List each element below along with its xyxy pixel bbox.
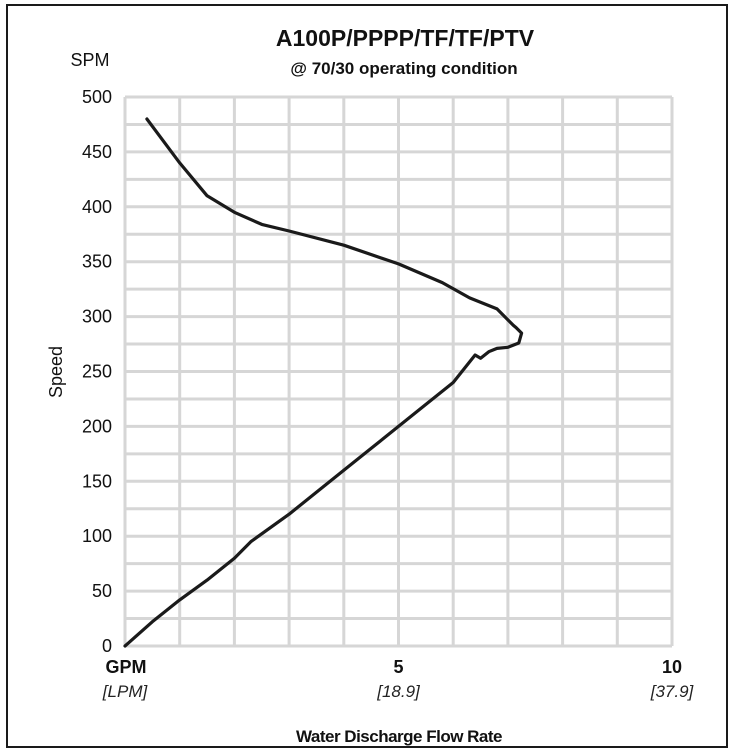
x-tick-label: 10 — [662, 657, 682, 677]
x-tick-label: 5 — [393, 657, 403, 677]
chart-title: A100P/PPPP/TF/TF/PTV — [276, 25, 535, 51]
y-tick-labels: 0 50 100 150 200 250 300 350 400 450 500 — [82, 87, 112, 656]
y-tick-label: 300 — [82, 307, 112, 327]
x-tick-sublabel: [37.9] — [650, 682, 695, 701]
y-unit-label: SPM — [70, 50, 109, 70]
series-line — [123, 117, 524, 648]
y-tick-label: 500 — [82, 87, 112, 107]
y-tick-label: 450 — [82, 142, 112, 162]
y-tick-label: 350 — [82, 252, 112, 272]
y-tick-label: 150 — [82, 471, 112, 491]
x-unit-primary: GPM — [105, 657, 146, 677]
y-tick-label: 400 — [82, 197, 112, 217]
x-tick-sublabel: [18.9] — [376, 682, 421, 701]
x-axis-label: Water Discharge Flow Rate — [296, 727, 502, 746]
y-axis-label: Speed — [46, 346, 66, 398]
series-group — [123, 117, 524, 648]
y-tick-label: 100 — [82, 526, 112, 546]
x-tick-labels: 5 [18.9] 10 [37.9] — [376, 657, 694, 701]
y-tick-label: 50 — [92, 581, 112, 601]
y-tick-label: 200 — [82, 416, 112, 436]
chart-subtitle: @ 70/30 operating condition — [290, 59, 517, 78]
y-tick-label: 0 — [102, 636, 112, 656]
grid-lines — [123, 95, 674, 648]
x-unit-secondary: [LPM] — [102, 682, 149, 701]
y-tick-label: 250 — [82, 362, 112, 382]
